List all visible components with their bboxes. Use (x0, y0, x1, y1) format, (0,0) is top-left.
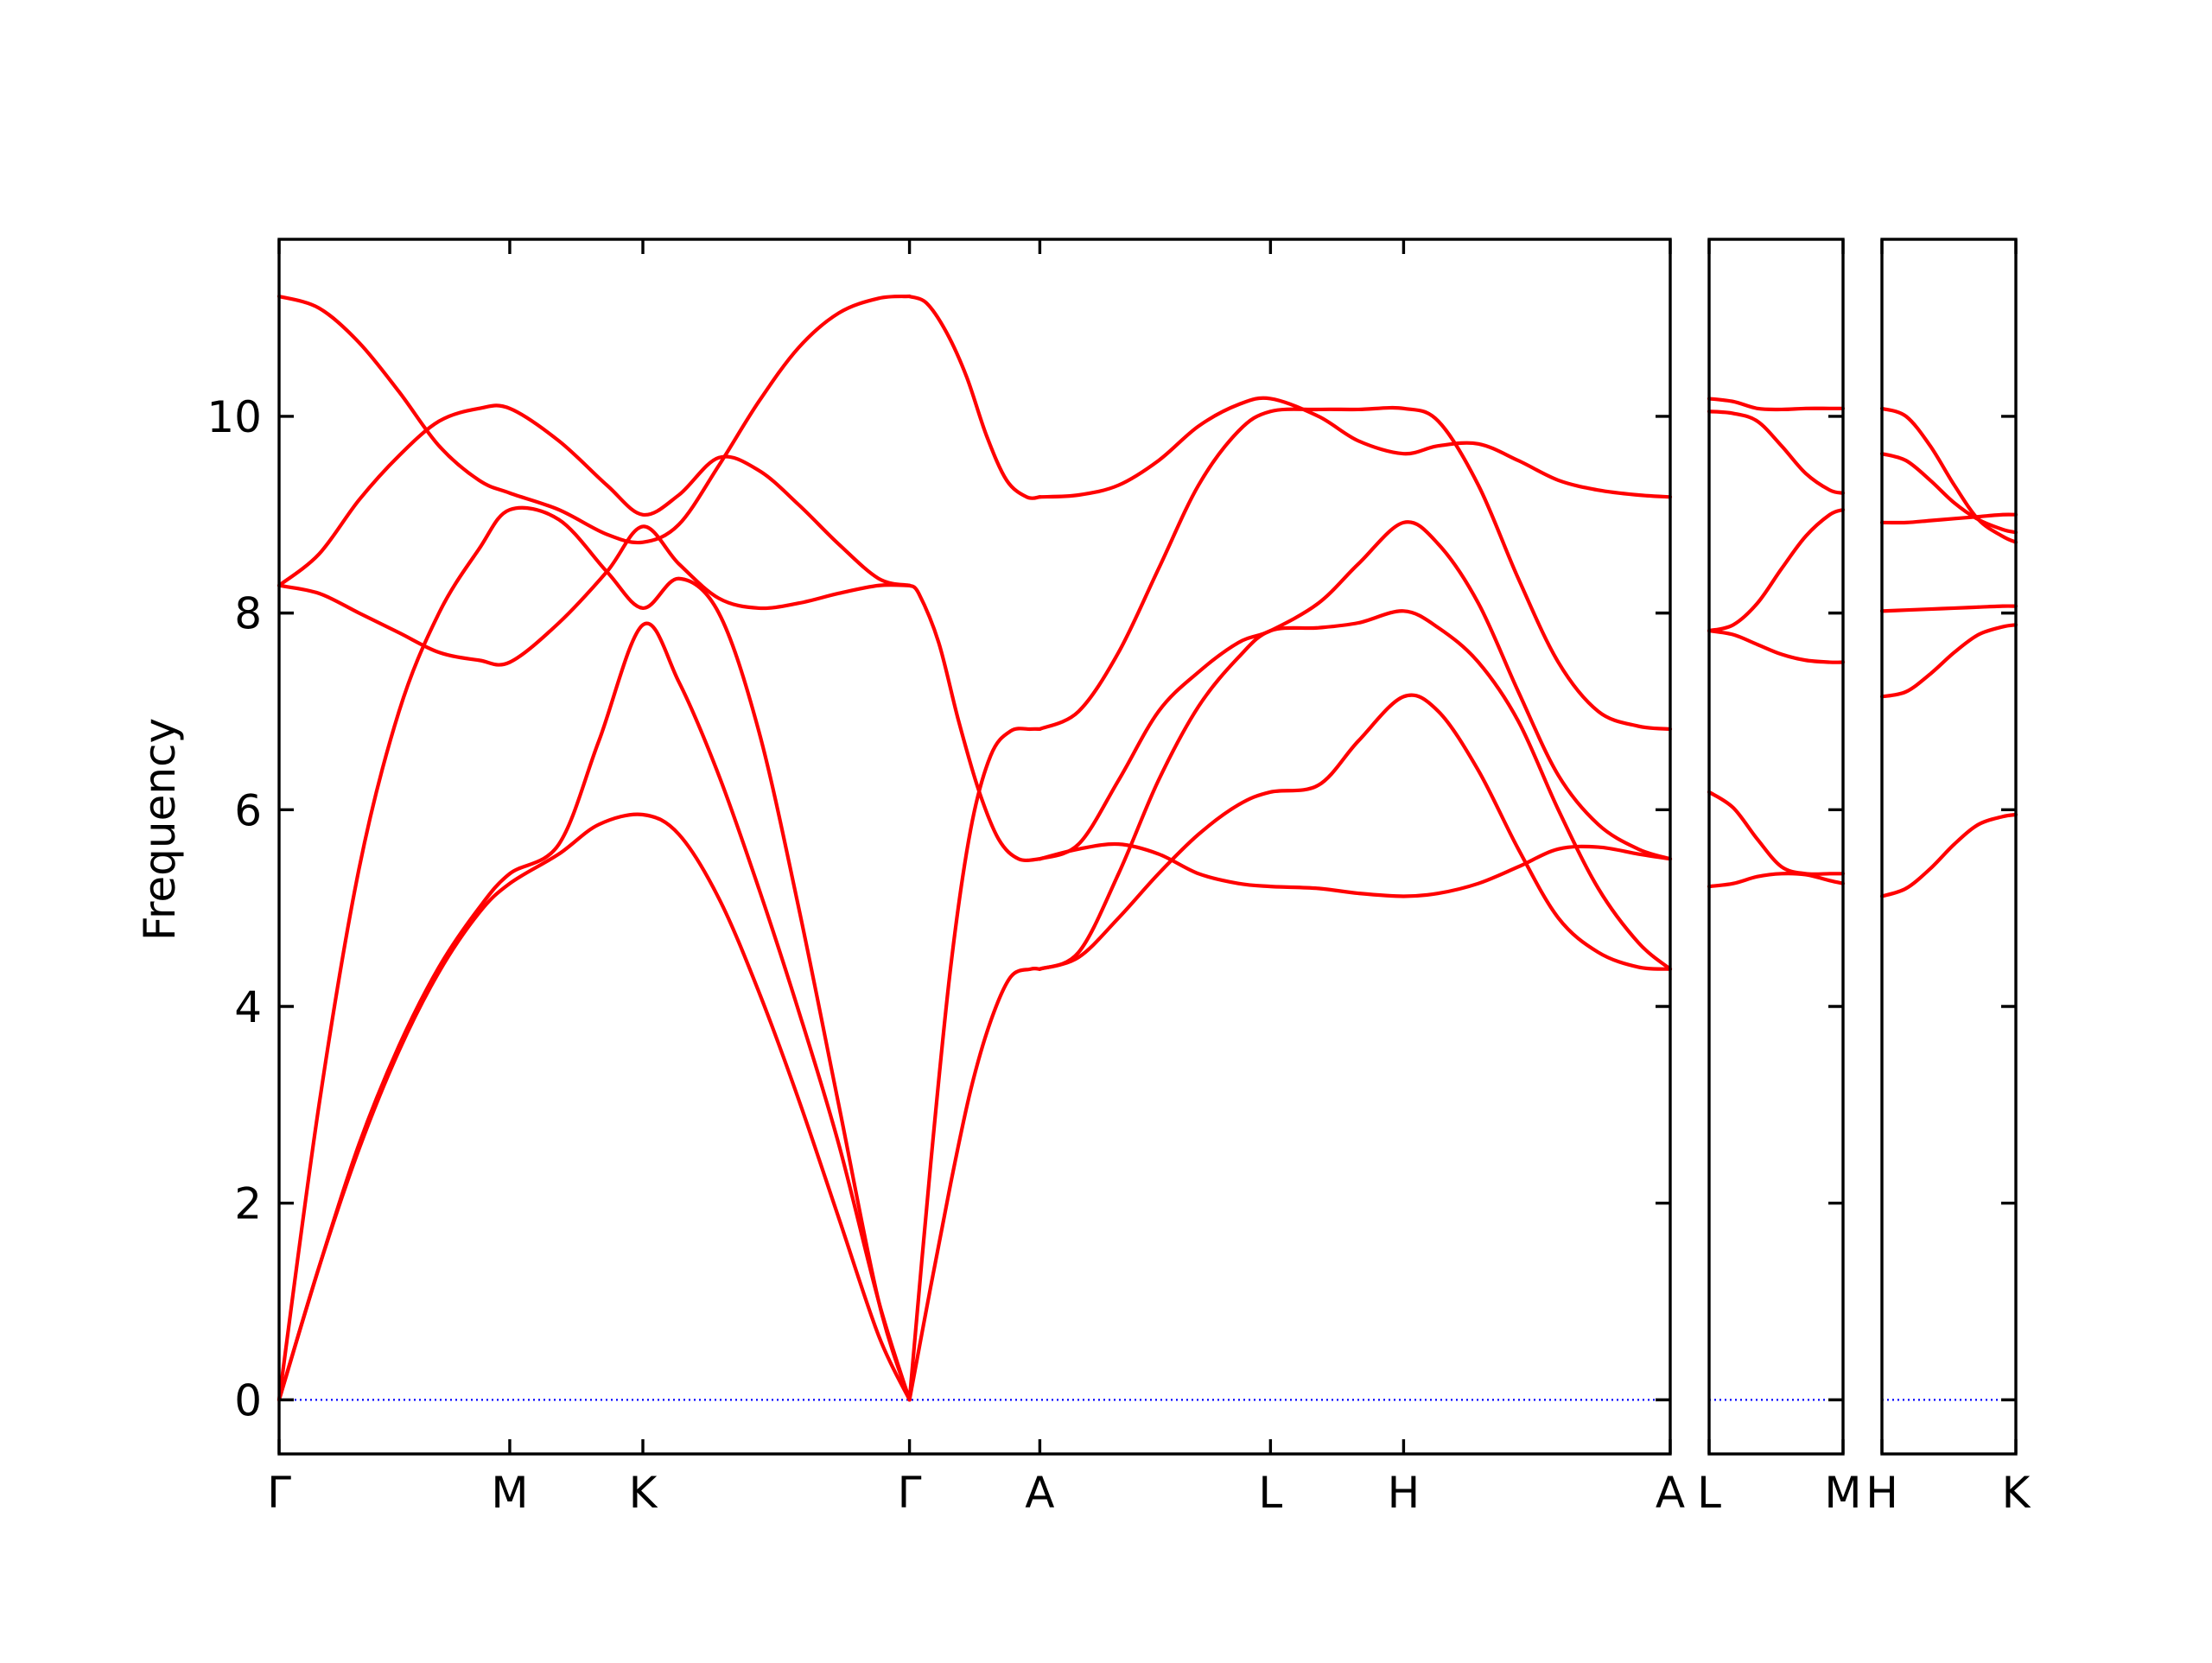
band-line-panel-2-2 (1707, 872, 1846, 889)
x-tick-label-3-1: K (2002, 1468, 2031, 1518)
band-line-panel-3-2 (1879, 623, 2018, 699)
y-tick-label-2: 4 (234, 982, 262, 1032)
x-tick-label-1-0: Γ (267, 1468, 291, 1518)
band-line-panel-1-4 (276, 524, 912, 667)
y-tick-label-0: 0 (234, 1375, 262, 1425)
y-tick-label-1: 2 (234, 1179, 262, 1229)
band-line-panel-3-5 (1879, 452, 2018, 535)
y-tick-label-4: 8 (234, 589, 262, 639)
band-line-panel-3-6 (1879, 406, 2018, 544)
x-tick-label-1-3: Γ (898, 1468, 922, 1518)
band-line-panel-3-3 (1879, 604, 2018, 613)
band-line-panel-1-2 (276, 621, 912, 1402)
panel-frame-1 (277, 238, 1672, 1456)
band-line-panel-2-6 (1707, 397, 1846, 412)
panel-frame-3 (1880, 238, 2018, 1456)
band-line-panel-1-7 (907, 966, 1042, 1402)
band-line-panel-1-9 (907, 583, 1042, 862)
band-line-panel-1-10 (907, 294, 1042, 500)
band-line-panel-1-1 (276, 812, 912, 1402)
panel-frame-2 (1707, 238, 1845, 1456)
x-tick-label-2-1: M (1824, 1468, 1861, 1518)
band-line-panel-1-3 (276, 505, 912, 1402)
y-tick-label-5: 10 (207, 392, 262, 442)
band-line-panel-2-1 (1707, 790, 1846, 876)
y-tick-label-3: 6 (234, 785, 262, 835)
band-line-panel-1-12 (1038, 609, 1673, 971)
x-tick-label-1-7: A (1656, 1468, 1685, 1518)
x-tick-label-3-0: H (1866, 1468, 1898, 1518)
band-line-panel-1-13 (1038, 841, 1673, 898)
band-line-panel-2-4 (1707, 507, 1846, 633)
band-line-panel-1-14 (1038, 520, 1673, 861)
band-line-panel-1-5 (276, 403, 912, 587)
band-line-panel-1-15 (1038, 405, 1673, 732)
band-line-panel-2-5 (1707, 409, 1846, 495)
band-line-panel-2-3 (1707, 629, 1846, 664)
band-line-panel-1-11 (1038, 693, 1673, 971)
band-line-panel-3-4 (1879, 512, 2018, 525)
band-line-panel-1-8 (907, 727, 1042, 1402)
x-tick-label-1-2: K (629, 1468, 658, 1518)
x-tick-label-1-1: M (491, 1468, 528, 1518)
x-tick-label-1-5: L (1258, 1468, 1282, 1518)
band-line-panel-1-16 (1038, 396, 1673, 499)
x-tick-label-1-4: A (1025, 1468, 1054, 1518)
x-tick-label-1-6: H (1388, 1468, 1421, 1518)
y-axis-label: Frequency (135, 718, 185, 941)
band-line-panel-3-1 (1879, 812, 2018, 898)
band-line-panel-1-6 (276, 294, 912, 545)
x-tick-label-2-0: L (1697, 1468, 1721, 1518)
